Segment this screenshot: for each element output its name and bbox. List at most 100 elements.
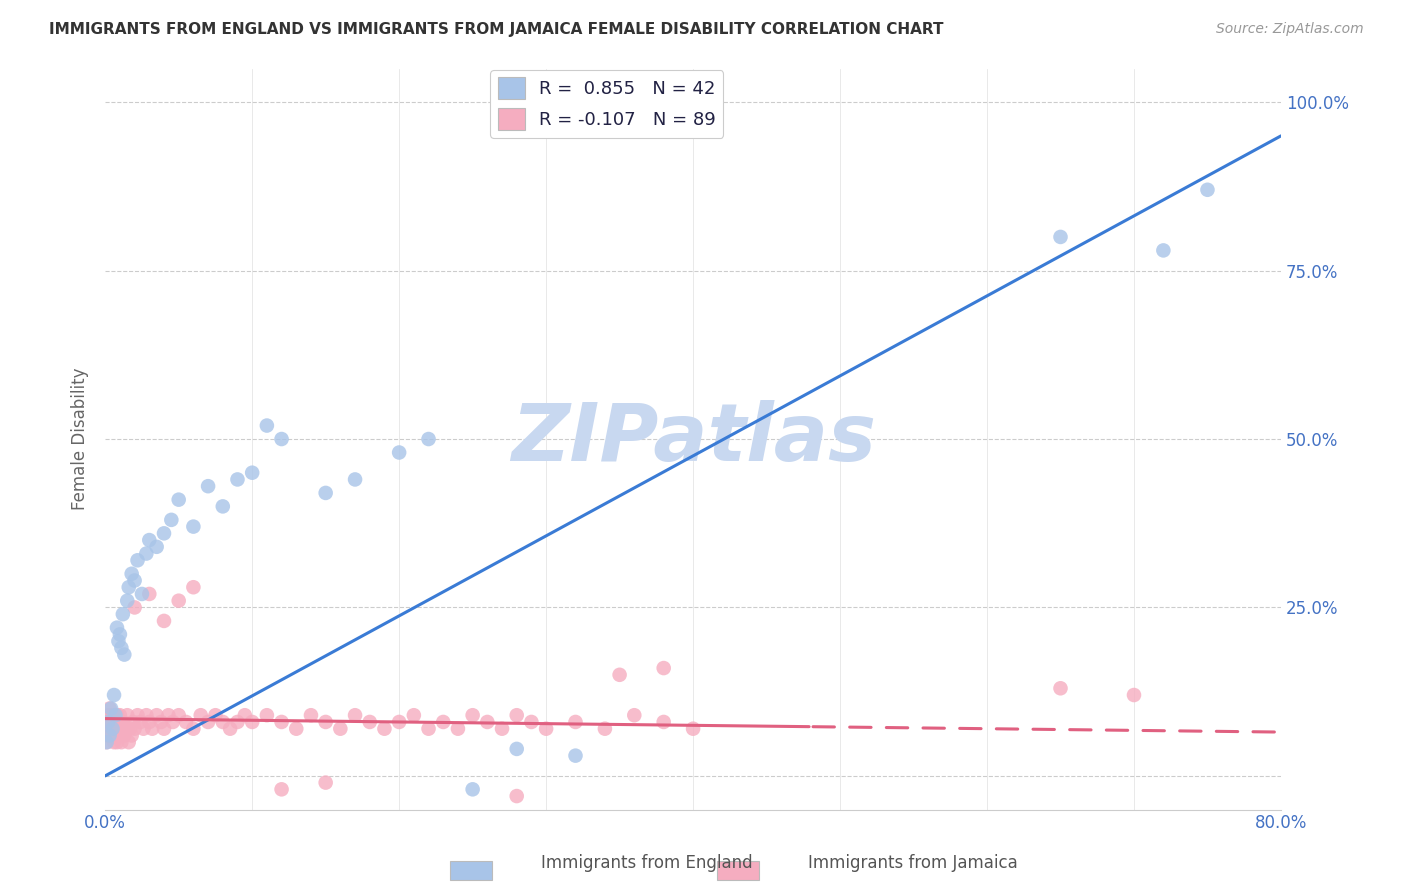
Point bbox=[131, 587, 153, 601]
Point bbox=[256, 708, 278, 723]
Point bbox=[101, 708, 124, 723]
Point bbox=[96, 714, 118, 729]
Point bbox=[98, 722, 121, 736]
Point bbox=[160, 513, 183, 527]
Point bbox=[107, 728, 129, 742]
Point bbox=[107, 714, 129, 729]
Point bbox=[520, 714, 543, 729]
Point bbox=[118, 580, 141, 594]
Point bbox=[491, 722, 513, 736]
Text: Immigrants from England: Immigrants from England bbox=[541, 855, 754, 872]
Point bbox=[141, 722, 163, 736]
Point bbox=[118, 735, 141, 749]
Point bbox=[240, 466, 263, 480]
Point bbox=[534, 722, 557, 736]
Point bbox=[110, 640, 132, 655]
Point bbox=[110, 735, 132, 749]
Point bbox=[96, 735, 118, 749]
Point bbox=[240, 714, 263, 729]
Point bbox=[103, 735, 125, 749]
Point bbox=[1123, 688, 1146, 702]
Point bbox=[96, 735, 118, 749]
Legend: R =  0.855   N = 42, R = -0.107   N = 89: R = 0.855 N = 42, R = -0.107 N = 89 bbox=[491, 70, 723, 137]
Point bbox=[477, 714, 499, 729]
Point bbox=[682, 722, 704, 736]
Point bbox=[153, 526, 176, 541]
Point bbox=[652, 661, 675, 675]
Point bbox=[183, 722, 205, 736]
Point bbox=[145, 540, 167, 554]
Point bbox=[652, 714, 675, 729]
Point bbox=[418, 432, 440, 446]
Point bbox=[1197, 183, 1219, 197]
Point bbox=[104, 722, 127, 736]
Point bbox=[190, 708, 212, 723]
Y-axis label: Female Disability: Female Disability bbox=[72, 368, 89, 510]
Point bbox=[233, 708, 256, 723]
Point bbox=[359, 714, 381, 729]
Point bbox=[97, 728, 120, 742]
Point bbox=[256, 418, 278, 433]
Point bbox=[117, 593, 139, 607]
Point bbox=[111, 714, 134, 729]
Point bbox=[315, 486, 337, 500]
Point bbox=[117, 708, 139, 723]
Point bbox=[138, 533, 160, 547]
Point bbox=[105, 708, 128, 723]
Point bbox=[506, 708, 529, 723]
Point bbox=[162, 714, 184, 729]
Point bbox=[100, 714, 122, 729]
Point bbox=[124, 600, 146, 615]
Point bbox=[219, 722, 242, 736]
Point bbox=[98, 701, 121, 715]
Point bbox=[122, 714, 145, 729]
Point bbox=[124, 722, 146, 736]
Point bbox=[315, 714, 337, 729]
Point bbox=[157, 708, 180, 723]
Point bbox=[124, 574, 146, 588]
Point bbox=[315, 775, 337, 789]
Point bbox=[197, 479, 219, 493]
Point bbox=[623, 708, 645, 723]
Point bbox=[461, 782, 484, 797]
Text: IMMIGRANTS FROM ENGLAND VS IMMIGRANTS FROM JAMAICA FEMALE DISABILITY CORRELATION: IMMIGRANTS FROM ENGLAND VS IMMIGRANTS FR… bbox=[49, 22, 943, 37]
Point bbox=[129, 714, 152, 729]
Point bbox=[183, 580, 205, 594]
Point bbox=[150, 714, 173, 729]
Point bbox=[138, 714, 160, 729]
Point bbox=[111, 607, 134, 622]
Point bbox=[174, 714, 197, 729]
Point bbox=[461, 708, 484, 723]
Point bbox=[270, 432, 292, 446]
Point bbox=[447, 722, 470, 736]
Point bbox=[211, 714, 233, 729]
Point bbox=[388, 445, 411, 459]
Point bbox=[226, 472, 249, 486]
Point bbox=[121, 728, 143, 742]
Point bbox=[103, 688, 125, 702]
Point bbox=[153, 614, 176, 628]
Point bbox=[167, 708, 190, 723]
Point bbox=[564, 714, 586, 729]
Point bbox=[211, 500, 233, 514]
Point bbox=[204, 708, 226, 723]
Point bbox=[135, 708, 157, 723]
Point bbox=[98, 728, 121, 742]
Point bbox=[226, 714, 249, 729]
Point bbox=[112, 728, 135, 742]
Point bbox=[432, 714, 454, 729]
Point bbox=[1049, 681, 1071, 696]
Point bbox=[108, 722, 131, 736]
Point bbox=[344, 708, 367, 723]
Point bbox=[167, 593, 190, 607]
Point bbox=[127, 708, 149, 723]
Point bbox=[270, 714, 292, 729]
Point bbox=[108, 708, 131, 723]
Point bbox=[145, 708, 167, 723]
Point bbox=[1049, 230, 1071, 244]
Point bbox=[112, 648, 135, 662]
Point bbox=[373, 722, 395, 736]
Text: ZIPatlas: ZIPatlas bbox=[510, 400, 876, 478]
Point bbox=[402, 708, 425, 723]
Point bbox=[108, 627, 131, 641]
